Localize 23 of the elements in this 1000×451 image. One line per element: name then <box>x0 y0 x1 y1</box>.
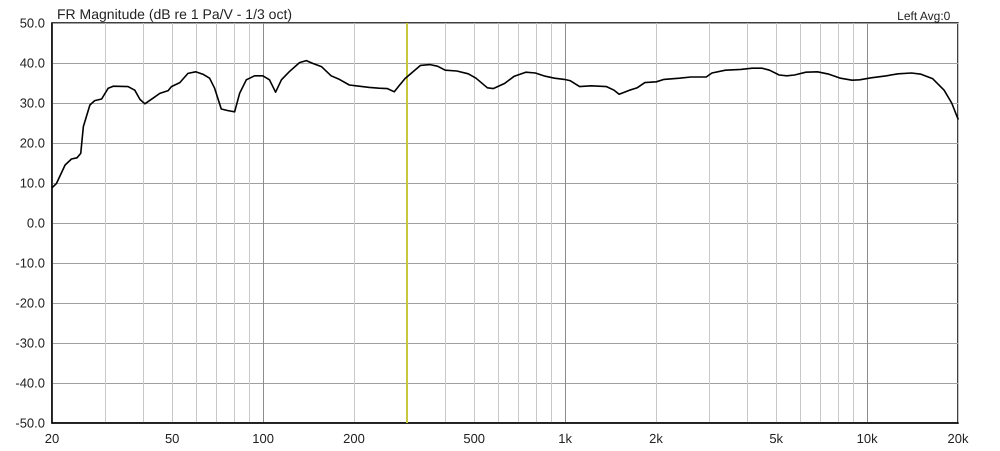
y-tick-label: 50.0 <box>20 16 45 30</box>
x-tick-label: 20k <box>948 431 969 446</box>
x-tick-label: 2k <box>649 431 664 446</box>
x-tick-label: 5k <box>769 431 784 446</box>
y-tick-label: 20.0 <box>20 136 45 150</box>
y-tick-label: 40.0 <box>20 56 45 70</box>
y-tick-label: 30.0 <box>20 96 45 110</box>
y-tick-label: 10.0 <box>20 176 45 190</box>
y-tick-label: -50.0 <box>15 416 45 430</box>
x-tick-label: 50 <box>164 431 180 446</box>
y-tick-label: -20.0 <box>15 296 45 310</box>
x-tick-label: 10k <box>856 431 878 446</box>
y-tick-label: -40.0 <box>15 376 45 390</box>
x-tick-label: 100 <box>252 431 274 446</box>
text: Left Avg:0 <box>897 9 951 23</box>
y-tick-label: -10.0 <box>15 256 45 270</box>
y-tick-label: 0.0 <box>26 216 45 230</box>
x-tick-label: 500 <box>463 431 486 446</box>
x-tick-label: 200 <box>343 431 365 446</box>
y-tick-label: -30.0 <box>15 336 45 350</box>
chart-title: FR Magnitude (dB re 1 Pa/V - 1/3 oct) <box>57 6 292 22</box>
x-tick-label: 20 <box>44 431 60 446</box>
x-tick-label: 1k <box>558 431 572 446</box>
